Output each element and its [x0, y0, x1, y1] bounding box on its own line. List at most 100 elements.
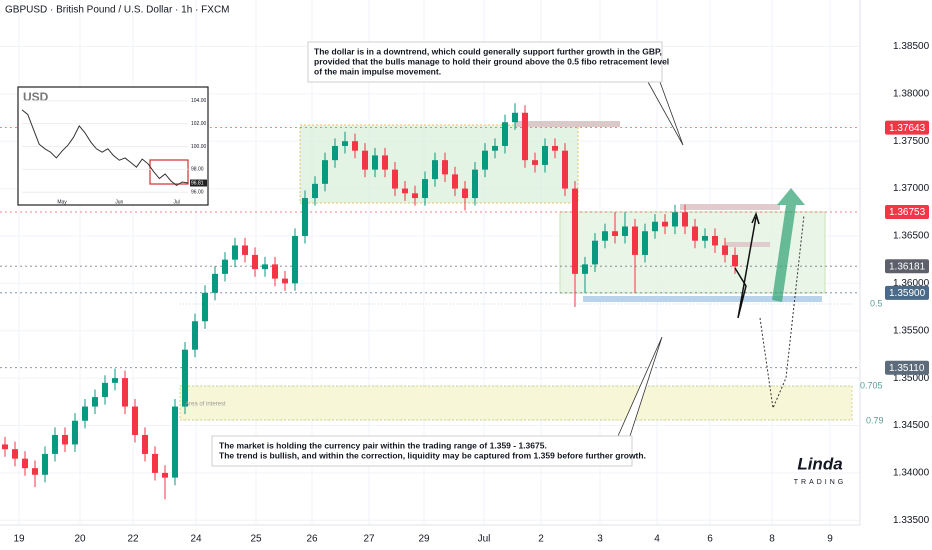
candle-body: [162, 472, 168, 478]
candle-body: [212, 273, 218, 293]
candle-body: [472, 169, 478, 199]
candle-body: [562, 150, 568, 189]
candle-body: [462, 188, 468, 199]
candle-body: [22, 458, 28, 469]
candle-body: [482, 150, 488, 170]
annotation-line: The dollar is in a downtrend, which coul…: [314, 46, 662, 56]
annotation-line: The trend is bullish, and within the cor…: [219, 450, 646, 460]
price-badge: [885, 259, 929, 274]
annotation-line: provided that the bulls manage to hold t…: [314, 56, 669, 66]
candle-body: [112, 378, 118, 383]
resistance-zone: [725, 242, 770, 247]
candle-body: [492, 145, 498, 151]
candle-body: [512, 112, 518, 123]
y-tick-label: 1.36500: [893, 231, 930, 242]
inset-y-label: 96.00: [191, 190, 204, 196]
price-badge: [885, 285, 929, 300]
zone-label: Area of interest: [185, 402, 226, 408]
x-tick-label: Jul: [478, 534, 491, 545]
candle-body: [342, 141, 348, 146]
y-tick-label: 1.33500: [893, 515, 930, 526]
candle-body: [252, 254, 258, 270]
price-badge: [885, 120, 929, 135]
candle-body: [322, 160, 328, 184]
candles: [2, 103, 738, 500]
candle-body: [412, 193, 418, 199]
candle-body: [692, 226, 698, 241]
candle-body: [532, 160, 538, 165]
candle-body: [102, 382, 108, 398]
fib-label: 0.5: [870, 298, 883, 308]
x-tick-label: 8: [769, 534, 775, 545]
candle-body: [12, 449, 18, 459]
y-tick-label: 1.37000: [893, 183, 930, 194]
candle-body: [332, 145, 338, 161]
x-tick-label: 2: [538, 534, 544, 545]
inset-line: [21, 109, 189, 187]
candle-body: [62, 434, 68, 445]
candle-body: [672, 212, 678, 227]
candle-body: [442, 160, 448, 175]
candle-body: [732, 254, 738, 267]
alt-projection: [759, 214, 805, 410]
candle-body: [522, 112, 528, 161]
liquidity-zone: [583, 296, 822, 302]
candle-body: [202, 292, 208, 322]
candle-body: [722, 245, 728, 255]
x-tick-label: 6: [707, 534, 713, 545]
candle-body: [232, 245, 238, 260]
candle-body: [592, 240, 598, 265]
price-badge-label: 1.37643: [889, 123, 926, 134]
inset-title: USD: [23, 90, 49, 104]
price-badge-label: 1.35110: [889, 363, 925, 374]
candle-body: [172, 406, 178, 478]
candle-body: [422, 179, 428, 199]
price-badge-label: 1.36753: [889, 207, 926, 218]
price-badge-label: 1.35900: [889, 288, 926, 299]
logo: Linda: [797, 454, 842, 473]
y-tick-label: 1.37500: [893, 136, 930, 147]
inset-x-label: May: [57, 199, 67, 205]
x-tick-label: 29: [418, 534, 430, 545]
chart-title: GBPUSD · British Pound / U.S. Dollar · 1…: [5, 5, 230, 16]
candle-body: [402, 188, 408, 194]
candle-body: [612, 231, 618, 236]
candle-body: [132, 406, 138, 435]
candle-body: [302, 198, 308, 236]
x-tick-label: 25: [250, 534, 262, 545]
inset-value-badge: [190, 179, 207, 187]
candle-body: [642, 231, 648, 255]
candle-body: [272, 264, 278, 279]
candle-body: [182, 349, 188, 407]
candle-body: [72, 420, 78, 445]
y-tick-label: 1.36000: [893, 278, 930, 289]
x-tick-label: 27: [363, 534, 375, 545]
y-tick-label: 1.35000: [893, 373, 930, 384]
x-tick-label: 24: [190, 534, 202, 545]
candle-body: [142, 434, 148, 454]
y-tick-label: 1.34500: [893, 420, 930, 431]
candle-body: [352, 141, 358, 151]
price-badge-label: 1.36181: [889, 261, 926, 272]
price-badge: [885, 360, 929, 375]
candle-body: [432, 160, 438, 180]
x-tick-label: 26: [306, 534, 318, 545]
callout: [307, 41, 663, 83]
candle-body: [452, 174, 458, 189]
y-tick-label: 1.34000: [893, 468, 930, 479]
axes: 1.33500 1.34000 1.34500 1.35000 1.35500 1.360…: [13, 41, 929, 545]
inset-chart: USD 104.00 102.00 100.00 98.00 96.00 May Jun Jul…: [21, 90, 207, 205]
candle-body: [42, 453, 48, 475]
annotation-line: of the main impulse movement.: [314, 66, 441, 76]
candle-body: [312, 183, 318, 199]
candle-body: [652, 221, 658, 232]
x-tick-label: 19: [13, 534, 25, 545]
candle-body: [702, 235, 708, 241]
candle-body: [282, 278, 288, 284]
candle-body: [632, 226, 638, 255]
resistance-zone: [680, 204, 780, 210]
candle-body: [622, 226, 628, 236]
candle-body: [262, 264, 268, 270]
candle-body: [82, 406, 88, 421]
